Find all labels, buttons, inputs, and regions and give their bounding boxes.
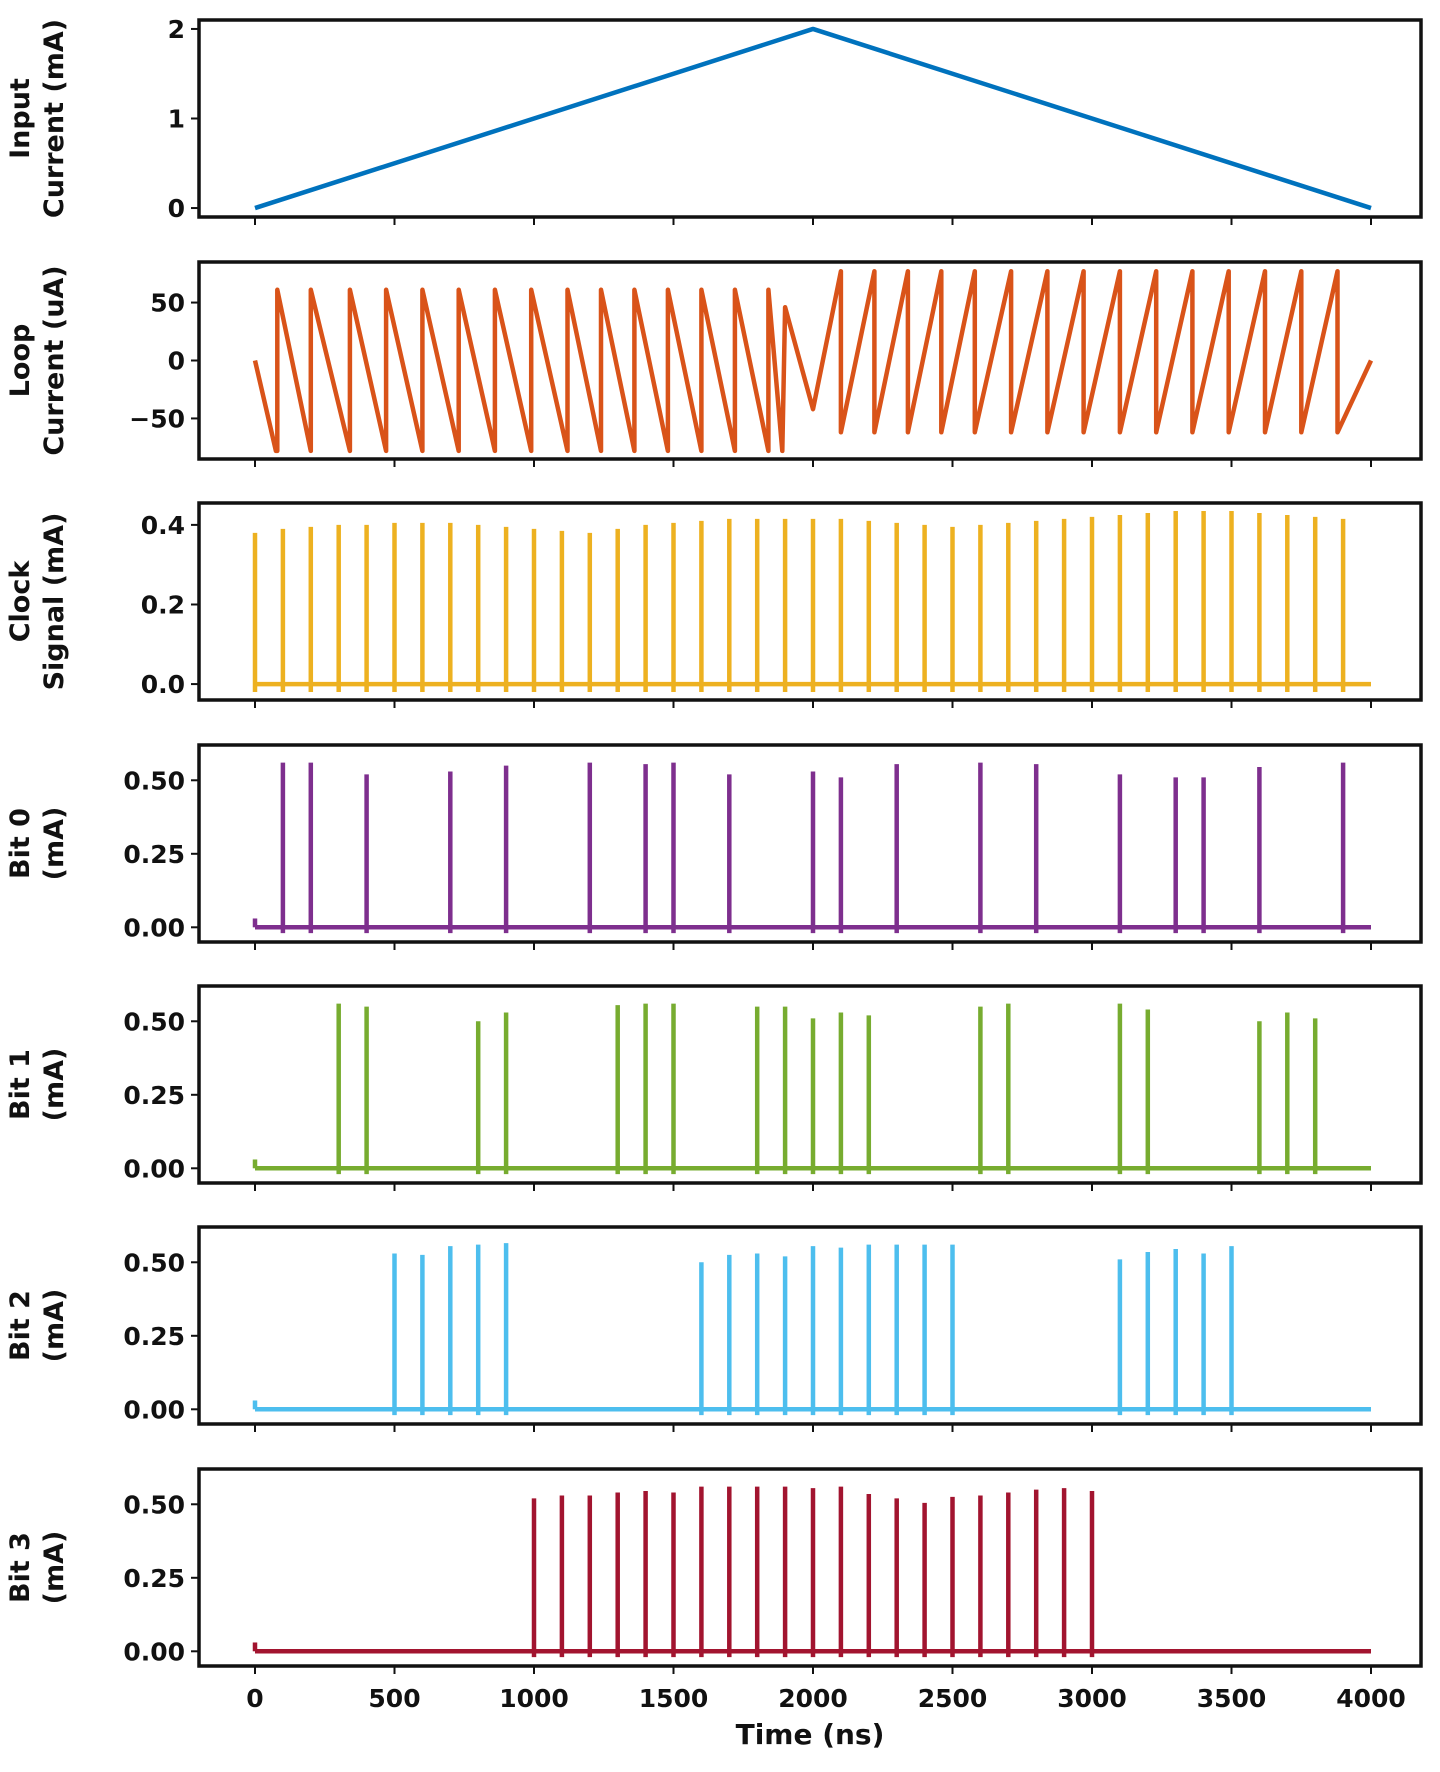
panel-frame-bit3 (197, 1467, 1423, 1668)
y-tick-label-bit2: 0.25 (123, 1322, 185, 1351)
y-tick-label-bit1: 0.00 (123, 1154, 185, 1183)
y-tick-label-input: 1 (168, 105, 185, 134)
y-tick-label-bit3: 0.00 (123, 1637, 185, 1666)
panel-bit0: 0.00 0.25 0.50 Bit 0 (mA) (5, 743, 1423, 950)
x-tick-label: 4000 (1336, 1684, 1406, 1713)
x-tick-label: 2000 (778, 1684, 848, 1713)
panel-input: 0 1 2 Input Current (mA) (5, 15, 1423, 225)
y-tick-label-bit2: 0.50 (123, 1248, 185, 1277)
y-tick-label-bit2: 0.00 (123, 1395, 185, 1424)
y-tick-label-loop: −50 (129, 404, 185, 433)
y-axis-label-input: Input (5, 78, 36, 159)
y-tick-label-bit0: 0.25 (123, 840, 185, 869)
panel-frame-bit2 (197, 1225, 1423, 1426)
x-tick-label: 1000 (499, 1684, 569, 1713)
panel-bit1: 0.00 0.25 0.50 Bit 1 (mA) (5, 984, 1423, 1191)
x-tick-label: 3500 (1197, 1684, 1267, 1713)
panel-clock: 0.0 0.2 0.4 Clock Signal (mA) (5, 501, 1423, 708)
y-tick-label-loop: 0 (168, 347, 185, 376)
x-tick-label: 1500 (639, 1684, 709, 1713)
y-tick-label-bit0: 0.50 (123, 766, 185, 795)
y-tick-label-input: 2 (168, 15, 185, 44)
y-tick-label-bit3: 0.50 (123, 1490, 185, 1519)
panel-loop: −50 0 50 Loop Current (uA) (5, 260, 1423, 467)
x-tick-label: 3000 (1057, 1684, 1127, 1713)
y-tick-label-bit1: 0.25 (123, 1081, 185, 1110)
y-tick-label-clock: 0.4 (141, 511, 185, 540)
panels-group: 0 1 2 Input Current (mA) −50 0 50 Loop Current (u… (5, 15, 1423, 1713)
panel-frame-loop (197, 260, 1423, 461)
panel-frame-bit0 (197, 743, 1423, 944)
panel-bit3: 0.00 0.25 0.50 0 500 1000 1500 2000 2500 3000 3500… (5, 1467, 1423, 1713)
y-axis-label-loop: Loop (5, 324, 36, 398)
x-axis-label: Time (ns) (736, 1718, 885, 1751)
y-tick-label-bit3: 0.25 (123, 1564, 185, 1593)
panel-frame-clock (197, 501, 1423, 702)
series-line-input (254, 26, 1372, 211)
y-axis-label-bit0: (mA) (39, 807, 70, 881)
y-axis-label-bit0: Bit 0 (5, 808, 36, 879)
y-tick-label-bit1: 0.50 (123, 1007, 185, 1036)
y-axis-label-bit3: Bit 3 (5, 1532, 36, 1603)
panel-frame-input (197, 18, 1423, 219)
panel-frame-bit1 (197, 984, 1423, 1185)
y-tick-label-loop: 50 (150, 289, 185, 318)
y-axis-label-bit1: Bit 1 (5, 1049, 36, 1120)
x-tick-label: 2500 (918, 1684, 988, 1713)
y-axis-label-clock: Clock (5, 560, 36, 643)
x-tick-label: 500 (368, 1684, 420, 1713)
y-tick-label-input: 0 (168, 194, 185, 223)
y-axis-label-bit2: (mA) (39, 1289, 70, 1363)
x-tick-label: 0 (246, 1684, 263, 1713)
y-tick-label-clock: 0.0 (141, 670, 185, 699)
y-axis-label-loop: Current (uA) (39, 265, 70, 455)
y-axis-label-bit2: Bit 2 (5, 1290, 36, 1361)
y-tick-label-clock: 0.2 (141, 590, 185, 619)
y-axis-label-bit3: (mA) (39, 1531, 70, 1605)
y-axis-label-input: Current (mA) (39, 19, 70, 218)
series-line-loop (252, 269, 1374, 454)
y-axis-label-bit1: (mA) (39, 1048, 70, 1122)
y-axis-label-clock: Signal (mA) (39, 513, 70, 691)
y-tick-label-bit0: 0.00 (123, 913, 185, 942)
panel-bit2: 0.00 0.25 0.50 Bit 2 (mA) (5, 1225, 1423, 1432)
